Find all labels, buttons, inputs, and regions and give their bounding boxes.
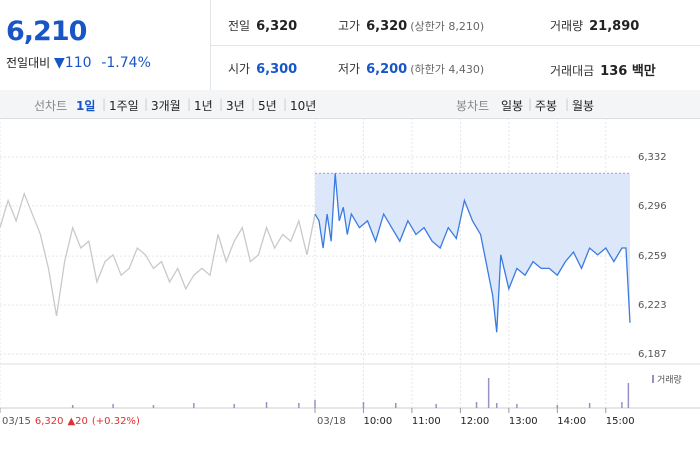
volume-bar	[487, 378, 490, 408]
change-amount: 110	[64, 55, 92, 71]
info-cell: 시가 6,300	[228, 60, 297, 77]
info-note: (상한가 8,210)	[410, 20, 485, 33]
info-value: 6,200	[366, 62, 408, 77]
tab-label: 봉차트	[456, 99, 490, 113]
x-tick-label: 14:00	[557, 416, 586, 427]
volume-bar	[621, 402, 623, 408]
price-line	[314, 173, 631, 333]
y-tick-label: 6,187	[638, 349, 667, 360]
info-cell: 전일 6,320	[228, 17, 297, 34]
period-tab[interactable]: 1년	[194, 99, 213, 113]
price: 6,210	[6, 16, 87, 47]
info-label: 전일	[228, 19, 251, 33]
info-label: 시가	[228, 62, 251, 76]
info-note: (하한가 4,430)	[410, 63, 485, 76]
volume-bar	[112, 404, 114, 408]
period-tab[interactable]: 3개월	[151, 99, 181, 113]
prev-date: 03/15	[2, 416, 31, 427]
area	[315, 173, 630, 333]
volume-bar	[627, 383, 630, 408]
y-tick-label: 6,223	[638, 300, 667, 311]
period-tab[interactable]: 10년	[290, 99, 317, 113]
info-value: 6,300	[256, 62, 298, 77]
volume-bar	[556, 405, 559, 408]
volume-bar	[152, 405, 155, 408]
separator: |	[187, 97, 192, 111]
chart: 6,332 6,296 6,259 6,223 6,187 03/18 10:00 11:00…	[0, 118, 700, 427]
period-tab[interactable]: 5년	[258, 99, 277, 113]
legend-label: 거래량	[657, 374, 682, 386]
change-pct: -1.74%	[101, 55, 151, 71]
separator: |	[251, 97, 256, 111]
volume-bar	[362, 402, 365, 408]
separator: |	[565, 97, 570, 111]
tab-bar: 선차트 1일 1주일 | 3개월 | 1년 | 3년 | 5년 | 10년 | 봉차트 일봉 주봉 | 월봉 |	[0, 90, 700, 119]
info-label: 저가	[338, 62, 361, 76]
separator: |	[219, 97, 224, 111]
period-tab[interactable]: 3년	[226, 99, 245, 113]
separator: |	[102, 97, 107, 111]
volume-bar	[588, 403, 591, 408]
price-box: 6,210 전일대비 ▼110 -1.74%	[0, 0, 211, 90]
candle-tab[interactable]: 월봉	[572, 99, 595, 113]
change-label: 전일대비	[6, 56, 51, 70]
volume-bar	[265, 402, 268, 408]
prev-change: ▲20	[67, 416, 87, 427]
tab-label: 선차트	[34, 99, 68, 113]
x-tick-label: 12:00	[460, 416, 489, 427]
prev-pct: (+0.32%)	[92, 416, 140, 427]
volume-bar	[395, 403, 397, 408]
x-tick-label: 11:00	[412, 416, 441, 427]
info-cell: 고가 6,320 (상한가 8,210)	[338, 17, 484, 34]
candle-tab[interactable]: 주봉	[535, 99, 558, 113]
info-value: 136 백만	[600, 64, 656, 79]
period-tab[interactable]: 1일	[76, 99, 96, 113]
legend-swatch	[652, 375, 654, 383]
separator: |	[528, 97, 533, 111]
change-value: ▼110	[54, 55, 92, 71]
x-tick-label: 10:00	[363, 416, 392, 427]
header: 6,210 전일대비 ▼110 -1.74% 전일 6,320 고가 6,320 (상한…	[0, 0, 700, 91]
y-tick-label: 6,332	[638, 152, 667, 163]
volume-bar	[475, 402, 478, 408]
info-value: 6,320	[256, 19, 298, 34]
prev-info: 03/15 6,320 ▲20 (+0.32%)	[2, 416, 140, 427]
x-tick-label: 03/18	[317, 416, 346, 427]
x-tick-label: 15:00	[606, 416, 635, 427]
divider	[210, 45, 700, 46]
y-tick-label: 6,259	[638, 251, 667, 262]
x-tick-label: 13:00	[509, 416, 538, 427]
volume-bar	[71, 405, 74, 408]
volume-bar	[314, 400, 316, 408]
volume-bar	[435, 404, 437, 408]
change: 전일대비 ▼110 -1.74%	[6, 54, 151, 71]
info-label: 고가	[338, 19, 361, 33]
volume-bar	[233, 404, 235, 408]
y-tick-label: 6,296	[638, 201, 667, 212]
candle-tab[interactable]: 일봉	[501, 99, 524, 113]
volume-bar	[516, 404, 518, 408]
prev-price: 6,320	[35, 416, 64, 427]
volume-bar	[298, 403, 300, 408]
volume-bar	[193, 403, 195, 408]
info-label: 거래량	[550, 19, 584, 33]
info-label: 거래대금	[550, 64, 595, 78]
separator: |	[283, 97, 288, 111]
info-cell: 거래량 21,890	[550, 17, 639, 34]
info-value: 6,320	[366, 19, 408, 34]
period-tab[interactable]: 1주일	[109, 99, 139, 113]
price-line	[0, 191, 316, 317]
info-cell: 저가 6,200 (하한가 4,430)	[338, 60, 484, 77]
info-cell: 거래대금 136 백만	[550, 60, 656, 79]
separator: |	[144, 97, 149, 111]
volume-bar	[495, 403, 498, 408]
info-value: 21,890	[589, 19, 640, 34]
